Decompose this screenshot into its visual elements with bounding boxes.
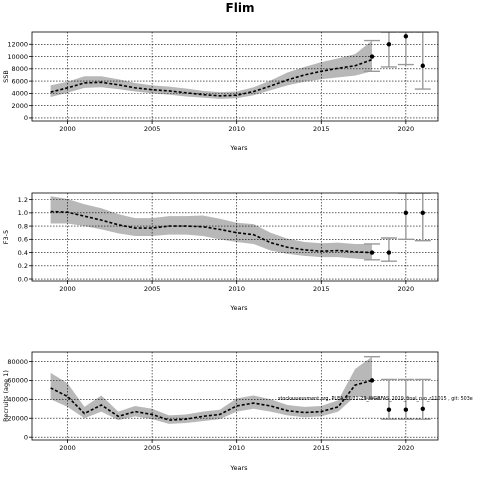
ssb-ytick-label: 2000 [11, 102, 28, 110]
ssb-point [420, 63, 425, 68]
fbar-point [386, 250, 392, 255]
ssb-ytick-label: 12000 [7, 41, 28, 49]
fbar-ylabel: F3-5 [2, 230, 10, 244]
fbar-xtick-label: 2000 [59, 285, 76, 293]
recruits-point [403, 407, 409, 412]
recruits-xlabel: Years [229, 464, 248, 472]
fbar-ytick-label: 1.0 [18, 209, 28, 217]
fbar-ytick-label: 0.2 [18, 262, 28, 270]
fbar-panel: 2000 2005 2010 2015 2020 0.0 0.2 0.4 0.6 0.8 1.0 1.… [2, 192, 439, 312]
fbar-estimate-line [50, 210, 373, 254]
recruits-point [386, 407, 392, 412]
ssb-ytick-label: 4000 [11, 90, 28, 98]
ssb-ytick-label: 10000 [7, 53, 28, 61]
ssb-frame [31, 31, 439, 122]
ssb-plot-area [32, 32, 438, 121]
assessment-annotation: stockassessment.org, PLEA.27.21-23_WGBFA… [278, 396, 473, 402]
ssb-point [403, 34, 409, 39]
recruits-ytick-label: 20000 [7, 415, 28, 423]
ssb-estimate-line [50, 58, 373, 97]
recruits-point [369, 378, 375, 383]
recruits-plot-area [32, 352, 438, 440]
fbar-ytick-label: 0.8 [18, 222, 28, 230]
ssb-panel: 2000 2005 2010 2015 2020 0 2000 4000 6000 8000 100… [2, 31, 439, 152]
recruits-ytick-label: 60000 [7, 377, 28, 385]
fbar-xtick-label: 2005 [144, 285, 161, 293]
recruits-frame [31, 351, 439, 441]
ssb-ytick-label: 8000 [11, 65, 28, 73]
recruits-ylabel: Recruits (age 1) [2, 370, 10, 422]
recruits-point [420, 406, 425, 411]
recruits-xtick-label: 2005 [144, 444, 161, 452]
fbar-xtick-label: 2010 [228, 285, 245, 293]
ssb-ci-band [50, 40, 373, 99]
fbar-xlabel: Years [229, 304, 248, 312]
recruits-ytick-label: 40000 [7, 396, 28, 404]
figure-title: Flim [226, 1, 255, 15]
fbar-plot-area [32, 193, 438, 281]
fbar-point [369, 250, 375, 255]
ssb-xtick-label: 2015 [313, 125, 330, 133]
ssb-xtick-label: 2000 [59, 125, 76, 133]
ssb-point [369, 54, 375, 59]
recruits-xtick-label: 2015 [313, 444, 330, 452]
recruits-panel: 2000 2005 2010 2015 2020 0 20000 40000 60000 8000… [2, 351, 439, 472]
fbar-xtick-label: 2020 [398, 285, 415, 293]
ssb-xtick-label: 2010 [228, 125, 245, 133]
fbar-frame [31, 192, 439, 282]
ssb-ytick-label: 6000 [11, 77, 28, 85]
fbar-point [403, 210, 409, 216]
recruits-xtick-label: 2000 [59, 444, 76, 452]
recruits-ci-band [50, 356, 373, 424]
fbar-ytick-label: 0.6 [18, 236, 28, 244]
fbar-ytick-label: 0.4 [18, 249, 28, 257]
recruits-ytick-label: 0 [24, 433, 28, 441]
ssb-ytick-label: 0 [24, 114, 28, 122]
ssb-point [386, 42, 392, 47]
fbar-ytick-label: 1.2 [18, 196, 28, 204]
fbar-point [420, 210, 425, 216]
ssb-xtick-label: 2020 [398, 125, 415, 133]
recruits-ytick-label: 80000 [7, 358, 28, 366]
ssb-xtick-label: 2005 [144, 125, 161, 133]
recruits-xtick-label: 2020 [398, 444, 415, 452]
recruits-estimate-line [50, 379, 373, 421]
ssb-xlabel: Years [229, 144, 248, 152]
recruits-xtick-label: 2010 [228, 444, 245, 452]
fbar-xtick-label: 2015 [313, 285, 330, 293]
fbar-ytick-label: 0.0 [18, 275, 28, 283]
ssb-ylabel: SSB [2, 70, 10, 83]
